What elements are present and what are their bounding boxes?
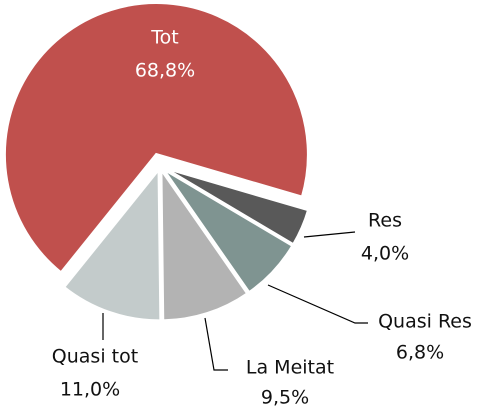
slice-label: La Meitat: [246, 357, 334, 379]
slice-label: Quasi tot: [52, 346, 138, 368]
slice-value-label: 4,0%: [361, 243, 409, 265]
slice-value-label: 11,0%: [60, 379, 120, 401]
pie-slice: [159, 163, 250, 323]
leader-line: [267, 284, 368, 324]
slice-label: Tot: [150, 27, 178, 49]
leader-line: [204, 317, 228, 371]
slice-label: Res: [368, 210, 402, 232]
leader-line: [303, 231, 356, 238]
slice-value-label: 6,8%: [396, 342, 444, 364]
pie-slice: [61, 164, 163, 323]
pie-slice: [160, 166, 295, 295]
pie-slice: [2, 1, 310, 276]
slice-value-label: 68,8%: [135, 60, 195, 82]
slice-label: Quasi Res: [378, 311, 472, 333]
slice-value-label: 9,5%: [261, 387, 309, 409]
